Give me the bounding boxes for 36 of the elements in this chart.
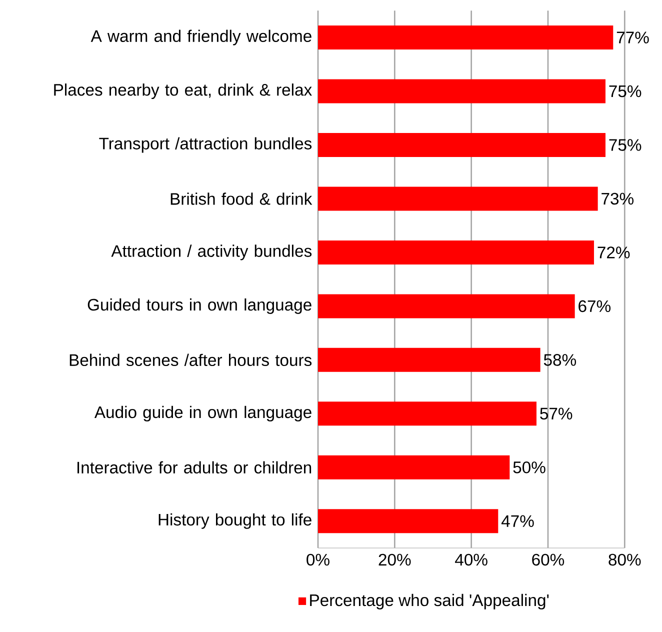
data-label: 75% xyxy=(609,139,642,151)
x-tick-label: 20% xyxy=(378,554,411,566)
bar xyxy=(318,294,575,318)
legend-label: Percentage who said 'Appealing' xyxy=(310,594,549,610)
data-label: 77% xyxy=(616,32,649,44)
y-tick-label: A warm and friendly welcome xyxy=(90,30,312,46)
data-label: 50% xyxy=(513,462,546,474)
y-tick-label: Guided tours in own language xyxy=(88,298,312,314)
y-tick-label: Interactive for adults or children xyxy=(78,461,312,474)
data-label: 58% xyxy=(544,354,576,366)
x-tick-label: 0% xyxy=(306,554,330,566)
x-tick-label: 40% xyxy=(455,554,488,566)
y-tick-label: History bought to life xyxy=(158,513,312,529)
bar xyxy=(318,509,498,534)
y-tick-label: Attraction / activity bundles xyxy=(111,244,312,260)
bar xyxy=(318,133,606,157)
data-label: 75% xyxy=(609,85,642,98)
bar xyxy=(318,26,614,50)
bar xyxy=(318,402,536,426)
y-tick-label: British food & drink xyxy=(170,192,312,205)
bar xyxy=(318,348,540,372)
data-label: 67% xyxy=(578,300,611,312)
data-label: 73% xyxy=(602,192,634,205)
data-label: 72% xyxy=(598,246,630,258)
y-tick-label: Places nearby to eat, drink & relax xyxy=(54,83,312,100)
data-label: 47% xyxy=(501,515,534,527)
y-tick-label: Audio guide in own language xyxy=(94,406,312,422)
y-tick-label: Behind scenes /after hours tours xyxy=(70,354,312,366)
x-tick-label: 80% xyxy=(608,554,641,566)
bar xyxy=(318,79,606,104)
x-tick-label: 60% xyxy=(532,554,564,566)
bar xyxy=(318,455,510,480)
bar xyxy=(318,240,594,264)
data-label: 57% xyxy=(540,408,572,420)
bar xyxy=(318,186,598,211)
y-tick-label: Transport /attraction bundles xyxy=(99,137,312,153)
